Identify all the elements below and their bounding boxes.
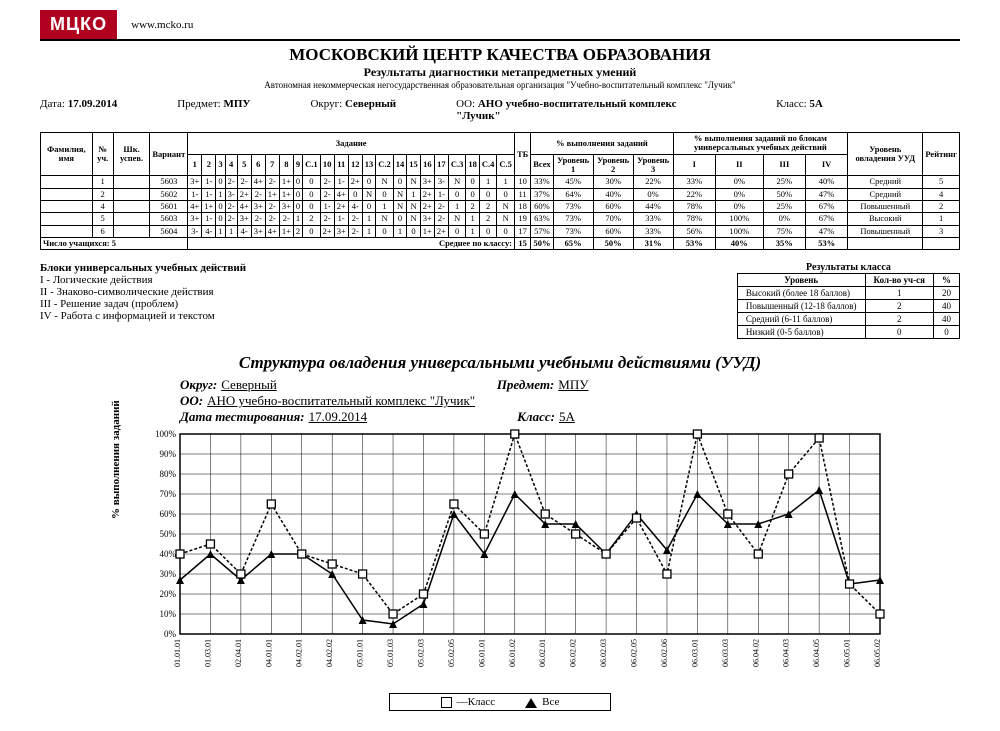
svg-text:04.02.02: 04.02.02 (325, 639, 334, 667)
chart-subject-label: Предмет: (497, 377, 554, 392)
oo-value: АНО учебно-воспитательный комплекс "Лучи… (456, 98, 676, 122)
class-value: 5А (809, 98, 822, 110)
svg-text:06.01.02: 06.01.02 (508, 639, 517, 667)
svg-text:80%: 80% (160, 469, 177, 479)
svg-text:01.03.01: 01.03.01 (203, 639, 212, 667)
svg-text:30%: 30% (160, 569, 177, 579)
subject-value: МПУ (223, 98, 250, 110)
svg-text:06.03.03: 06.03.03 (721, 639, 730, 667)
svg-text:06.02.02: 06.02.02 (569, 639, 578, 667)
chart-class-label: Класс: (517, 409, 555, 424)
class-results-table: УровеньКол-во уч-ся%Высокий (более 18 ба… (737, 273, 960, 339)
chart-area: % выполнения заданий 0%10%20%30%40%50%60… (140, 429, 960, 687)
svg-text:40%: 40% (160, 549, 177, 559)
blocks-section: Блоки универсальных учебных действий I -… (40, 262, 960, 339)
chart-title: Структура овладения универсальными учебн… (40, 353, 960, 373)
site-url: www.mcko.ru (131, 19, 193, 31)
org-title: МОСКОВСКИЙ ЦЕНТР КАЧЕСТВА ОБРАЗОВАНИЯ (40, 45, 960, 65)
block-item: I - Логические действия (40, 274, 246, 286)
report-title: Результаты диагностики метапредметных ум… (40, 65, 960, 80)
svg-text:100%: 100% (155, 429, 177, 439)
svg-text:04.02.01: 04.02.01 (295, 639, 304, 667)
svg-text:05.01.03: 05.01.03 (386, 639, 395, 667)
svg-text:06.04.03: 06.04.03 (782, 639, 791, 667)
subject-label: Предмет: (177, 98, 220, 110)
svg-text:70%: 70% (160, 489, 177, 499)
svg-text:06.02.06: 06.02.06 (660, 639, 669, 667)
svg-text:06.02.05: 06.02.05 (630, 639, 639, 667)
svg-text:02.04.01: 02.04.01 (234, 639, 243, 667)
svg-text:20%: 20% (160, 589, 177, 599)
blocks-heading: Блоки универсальных учебных действий (40, 262, 246, 274)
svg-text:06.05.02: 06.05.02 (873, 639, 882, 667)
svg-text:50%: 50% (160, 529, 177, 539)
date-value: 17.09.2014 (68, 98, 118, 110)
logo: МЦКО (40, 10, 117, 39)
chart-ylabel: % выполнения заданий (110, 401, 122, 520)
svg-text:06.04.05: 06.04.05 (812, 639, 821, 667)
chart-oo-value: АНО учебно-воспитательный комплекс "Лучи… (207, 393, 475, 408)
class-results: Результаты класса УровеньКол-во уч-ся%Вы… (737, 262, 960, 339)
chart-okrug-label: Округ: (180, 377, 217, 392)
chart-legend: —Класс Все (389, 693, 611, 711)
chart-date-label: Дата тестирования: (180, 409, 305, 424)
chart-class-value: 5А (559, 409, 575, 424)
results-table: Фамилия, имя№ уч.Шк. успев.ВариантЗадани… (40, 132, 960, 250)
svg-text:90%: 90% (160, 449, 177, 459)
svg-text:05.02.05: 05.02.05 (447, 639, 456, 667)
block-item: III - Решение задач (проблем) (40, 298, 246, 310)
date-label: Дата: (40, 98, 65, 110)
svg-text:05.01.01: 05.01.01 (356, 639, 365, 667)
svg-text:60%: 60% (160, 509, 177, 519)
block-item: II - Знаково-символические действия (40, 286, 246, 298)
svg-text:04.01.01: 04.01.01 (264, 639, 273, 667)
chart-date-value: 17.09.2014 (309, 409, 368, 424)
class-label: Класс: (776, 98, 807, 110)
triangle-icon (525, 698, 537, 708)
org-subtitle: Автономная некоммерческая негосударствен… (40, 80, 960, 90)
meta-row: Дата: 17.09.2014 Предмет: МПУ Округ: Сев… (40, 98, 960, 122)
chart-oo-label: ОО: (180, 393, 203, 408)
top-bar: МЦКО www.mcko.ru (40, 10, 960, 41)
svg-text:01.01.01: 01.01.01 (173, 639, 182, 667)
block-item: IV - Работа с информацией и текстом (40, 310, 246, 322)
chart-meta: Округ: Северный Предмет: МПУ ОО: АНО учебно… (180, 377, 960, 425)
oo-label: ОО: (456, 98, 475, 110)
svg-text:06.05.01: 06.05.01 (843, 639, 852, 667)
okrug-value: Северный (345, 98, 396, 110)
svg-text:06.03.01: 06.03.01 (690, 639, 699, 667)
chart-okrug-value: Северный (221, 377, 277, 392)
svg-text:10%: 10% (160, 609, 177, 619)
okrug-label: Округ: (310, 98, 342, 110)
svg-text:06.02.01: 06.02.01 (538, 639, 547, 667)
results-title: Результаты класса (737, 262, 960, 273)
chart-svg: 0% 10% 20% 30% 40% 50% 60% 70% 80% 90% 100% 01.01.0… (140, 429, 885, 684)
chart-subject-value: МПУ (558, 377, 588, 392)
svg-text:06.02.03: 06.02.03 (599, 639, 608, 667)
blocks-legend: Блоки универсальных учебных действий I -… (40, 262, 246, 339)
svg-text:06.01.01: 06.01.01 (477, 639, 486, 667)
svg-text:0%: 0% (164, 629, 177, 639)
svg-text:06.04.02: 06.04.02 (751, 639, 760, 667)
svg-text:05.02.03: 05.02.03 (416, 639, 425, 667)
